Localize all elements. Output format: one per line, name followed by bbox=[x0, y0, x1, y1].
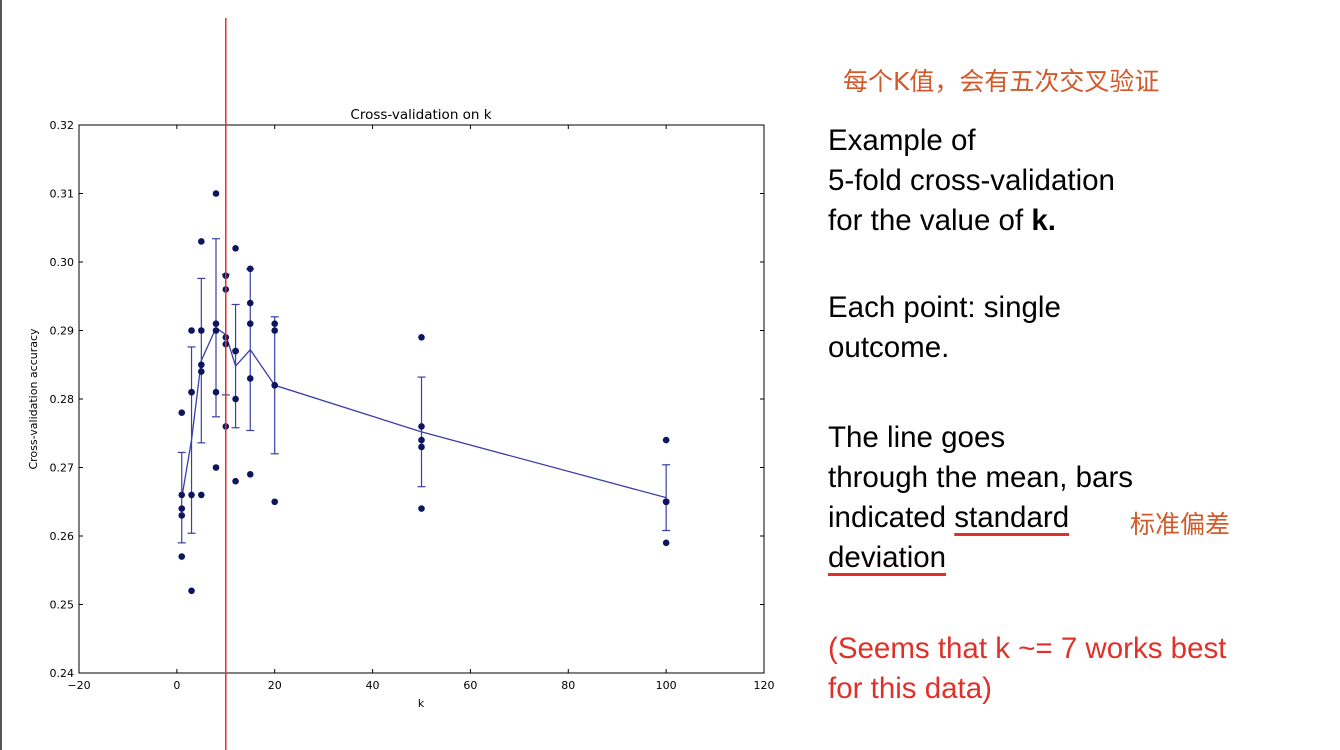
data-point bbox=[232, 395, 239, 403]
data-point bbox=[198, 361, 205, 369]
caption-example: Example of 5-fold cross-validation for t… bbox=[828, 121, 1115, 241]
y-tick-label: 0.25 bbox=[50, 599, 75, 612]
data-point bbox=[246, 320, 254, 327]
caption-text: for the value of bbox=[828, 204, 1032, 237]
data-point bbox=[178, 491, 186, 499]
data-point bbox=[198, 368, 205, 375]
data-point bbox=[188, 491, 195, 499]
data-point bbox=[271, 498, 279, 506]
underlined-deviation: deviation bbox=[828, 541, 947, 574]
data-point bbox=[198, 491, 205, 499]
data-point bbox=[418, 423, 425, 430]
x-tick-label: 80 bbox=[561, 679, 575, 692]
data-points bbox=[178, 190, 670, 595]
slide-left-border bbox=[0, 0, 2, 750]
error-bars bbox=[177, 238, 671, 544]
x-tick-label: 60 bbox=[463, 679, 477, 692]
x-tick-label: 100 bbox=[656, 679, 677, 692]
caption-line: indicated standard bbox=[828, 498, 1133, 538]
data-point bbox=[232, 477, 239, 485]
data-point bbox=[232, 245, 239, 252]
data-point bbox=[246, 299, 254, 307]
cross-validation-chart: −20 0 20 40 60 80 100 120 0.24 0.25 0.26 0.27 0.28 0.… bbox=[27, 18, 775, 750]
caption-text: indicated bbox=[828, 501, 955, 534]
y-tick-label: 0.27 bbox=[50, 462, 75, 475]
caption-line: for the value of k. bbox=[828, 201, 1115, 241]
data-point bbox=[188, 587, 195, 595]
data-point bbox=[418, 505, 425, 512]
caption-mean-line: The line goes through the mean, bars ind… bbox=[828, 418, 1133, 578]
data-point bbox=[212, 190, 220, 197]
caption-line: The line goes bbox=[828, 421, 1006, 454]
caption-line: outcome. bbox=[828, 331, 950, 364]
y-tick-label: 0.30 bbox=[50, 256, 75, 269]
data-point bbox=[246, 375, 254, 382]
chart-axes: −20 0 20 40 60 80 100 120 0.24 0.25 0.26 0.27 0.28 0.… bbox=[50, 119, 775, 692]
caption-each-point: Each point: single outcome. bbox=[828, 288, 1061, 368]
data-point bbox=[246, 265, 254, 273]
data-point bbox=[178, 409, 186, 417]
x-tick-label: 40 bbox=[366, 679, 380, 692]
data-point bbox=[188, 327, 195, 334]
data-point bbox=[418, 436, 425, 444]
data-point bbox=[662, 539, 670, 547]
mean-line bbox=[181, 326, 667, 499]
data-point bbox=[212, 327, 220, 334]
data-point bbox=[271, 382, 279, 389]
x-tick-label: 120 bbox=[754, 679, 775, 692]
y-tick-label: 0.31 bbox=[50, 188, 75, 201]
chart-title: Cross-validation on k bbox=[350, 107, 491, 123]
y-tick-label: 0.32 bbox=[50, 119, 75, 132]
data-point bbox=[212, 320, 220, 327]
data-point bbox=[198, 238, 205, 245]
caption-line: through the mean, bars bbox=[828, 461, 1134, 494]
data-point bbox=[178, 505, 186, 512]
y-tick-label: 0.28 bbox=[50, 393, 75, 406]
data-point bbox=[662, 436, 670, 444]
data-point bbox=[418, 334, 425, 341]
y-tick-label: 0.29 bbox=[50, 325, 75, 338]
data-point bbox=[662, 498, 670, 506]
underlined-standard: standard bbox=[954, 501, 1070, 534]
data-point bbox=[178, 553, 186, 560]
data-point bbox=[198, 327, 205, 334]
data-point bbox=[271, 320, 279, 327]
mean-polyline bbox=[181, 326, 667, 499]
data-point bbox=[232, 347, 239, 355]
y-tick-label: 0.26 bbox=[50, 530, 75, 543]
caption-line: 5-fold cross-validation bbox=[828, 164, 1115, 197]
caption-best-k-note: (Seems that k ~= 7 works best for this d… bbox=[828, 629, 1226, 709]
caption-line: (Seems that k ~= 7 works best bbox=[828, 632, 1227, 665]
x-axis-label: k bbox=[418, 697, 425, 710]
data-point bbox=[212, 464, 220, 471]
caption-line: for this data) bbox=[828, 672, 992, 705]
data-point bbox=[178, 512, 186, 519]
data-point bbox=[418, 443, 425, 451]
chinese-annotation-folds: 每个K值，会有五次交叉验证 bbox=[843, 67, 1160, 96]
caption-bold-k: k. bbox=[1031, 204, 1056, 237]
caption-line: Example of bbox=[828, 124, 976, 157]
data-point bbox=[188, 388, 195, 396]
x-tick-label: −20 bbox=[67, 679, 90, 692]
y-axis-label: Cross-validation accuracy bbox=[27, 328, 40, 470]
y-tick-label: 0.24 bbox=[50, 667, 75, 680]
data-point bbox=[271, 327, 279, 334]
caption-line: deviation bbox=[828, 538, 1133, 578]
caption-line: Each point: single bbox=[828, 291, 1061, 324]
chinese-annotation-std: 标准偏差 bbox=[1130, 510, 1231, 539]
data-point bbox=[212, 388, 220, 396]
data-point bbox=[246, 471, 254, 478]
x-tick-label: 0 bbox=[173, 679, 180, 692]
x-tick-label: 20 bbox=[268, 679, 282, 692]
